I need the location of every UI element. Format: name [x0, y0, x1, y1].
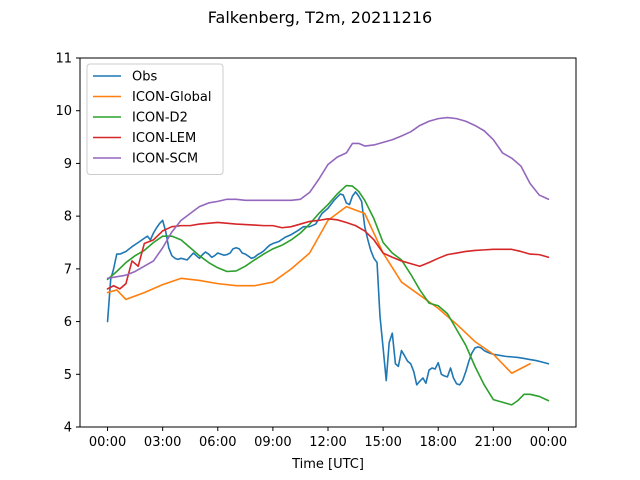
- x-tick-label: 12:00: [309, 435, 346, 450]
- legend-label-icon-global: ICON-Global: [132, 90, 212, 105]
- x-tick-label: 09:00: [254, 435, 291, 450]
- series-line-obs: [106, 191, 550, 386]
- x-axis: 00:00 03:00 06:00 09:00 12:00 15:00 18:00 21:00…: [89, 427, 567, 450]
- x-tick-label: 15:00: [364, 435, 401, 450]
- x-tick-label: 21:00: [475, 435, 512, 450]
- series-layer: [106, 116, 550, 406]
- x-tick-label: 18:00: [419, 435, 456, 450]
- y-tick-label: 9: [64, 157, 72, 172]
- series-line-icon-lem: [106, 217, 550, 290]
- y-axis: 4 5 6 7 8 9 10 11: [55, 52, 80, 436]
- legend-label-icon-scm: ICON-SCM: [132, 152, 198, 167]
- series-line-icon-d2: [106, 184, 550, 406]
- y-tick-label: 7: [64, 262, 72, 277]
- legend-label-icon-lem: ICON-LEM: [132, 131, 196, 146]
- series-line-icon-global: [106, 205, 531, 375]
- y-tick-label: 10: [55, 104, 72, 119]
- y-tick-label: 11: [55, 52, 72, 67]
- legend-label-obs: Obs: [132, 70, 157, 85]
- legend-label-icon-d2: ICON-D2: [132, 111, 188, 126]
- x-tick-label: 03:00: [144, 435, 181, 450]
- y-tick-label: 6: [64, 315, 72, 330]
- y-tick-label: 5: [64, 368, 72, 383]
- y-tick-label: 8: [64, 210, 72, 225]
- y-tick-label: 4: [64, 421, 72, 436]
- x-tick-label: 00:00: [530, 435, 567, 450]
- plot-area: [79, 57, 577, 428]
- x-axis-label: Time [UTC]: [291, 457, 364, 472]
- series-line-icon-scm: [106, 116, 550, 280]
- legend: Obs ICON-Global ICON-D2 ICON-LEM ICON-SCM: [86, 63, 224, 175]
- x-tick-label: 00:00: [89, 435, 126, 450]
- chart-title: Falkenberg, T2m, 20211216: [208, 8, 432, 27]
- legend-box: [86, 63, 224, 175]
- x-tick-label: 06:00: [199, 435, 236, 450]
